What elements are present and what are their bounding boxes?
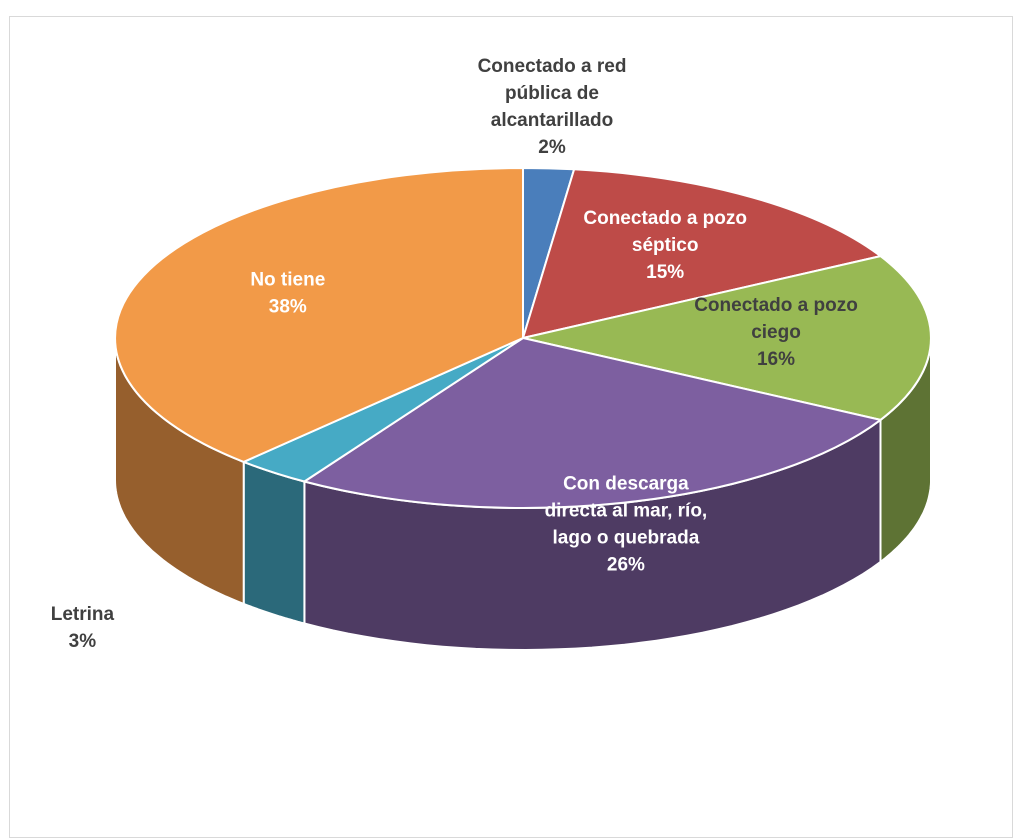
data-label-line: ciego [751,322,801,343]
data-label-line: séptico [632,235,699,256]
data-label-line: pública de [505,83,599,104]
data-label-line: Con descarga [563,474,689,495]
pie-labels: Conectado a red pública de alcantarillado 2… [51,56,858,652]
pie-chart: Conectado a red pública de alcantarillado 2… [51,56,932,652]
data-label-conectado-a-red-publica-de-alcantarillado: Conectado a red pública de alcantarillado 2… [478,56,627,158]
data-label-value: 2% [538,137,566,158]
data-label-line: Conectado a pozo [583,208,747,229]
data-label-value: 38% [269,297,307,318]
data-label-line: alcantarillado [491,110,614,131]
pie-slice-no-tiene [114,166,524,463]
data-label-letrina: Letrina 3% [51,604,115,652]
data-label-line: directa al mar, río, [545,501,708,522]
data-label-value: 3% [69,631,97,652]
pie-slice-conectado-a-pozo-septico [521,168,883,340]
data-label-value: 26% [607,555,645,576]
data-label-value: 16% [757,349,795,370]
data-label-line: No tiene [250,270,325,291]
data-label-line: Conectado a pozo [694,295,858,316]
data-label-line: Conectado a red [478,56,627,77]
data-label-con-descarga-directa-al-mar-rio-lago-o-quebrada: Con descarga directa al mar, río, lago o q… [545,474,708,576]
pie-side-letrina [242,460,306,625]
data-label-conectado-a-pozo-septico: Conectado a pozo séptico 15% [583,208,747,283]
data-label-line: Letrina [51,604,115,625]
data-label-conectado-a-pozo-ciego: Conectado a pozo ciego 16% [694,295,858,370]
pie-tops [114,166,932,509]
data-label-no-tiene: No tiene 38% [250,270,325,318]
pie-slice-conectado-a-pozo-ciego [522,255,932,421]
pie-slice-con-descarga-directa-al-mar-rio-lago-o-quebrada [301,336,883,509]
data-label-value: 15% [646,262,684,283]
data-label-line: lago o quebrada [553,528,700,549]
